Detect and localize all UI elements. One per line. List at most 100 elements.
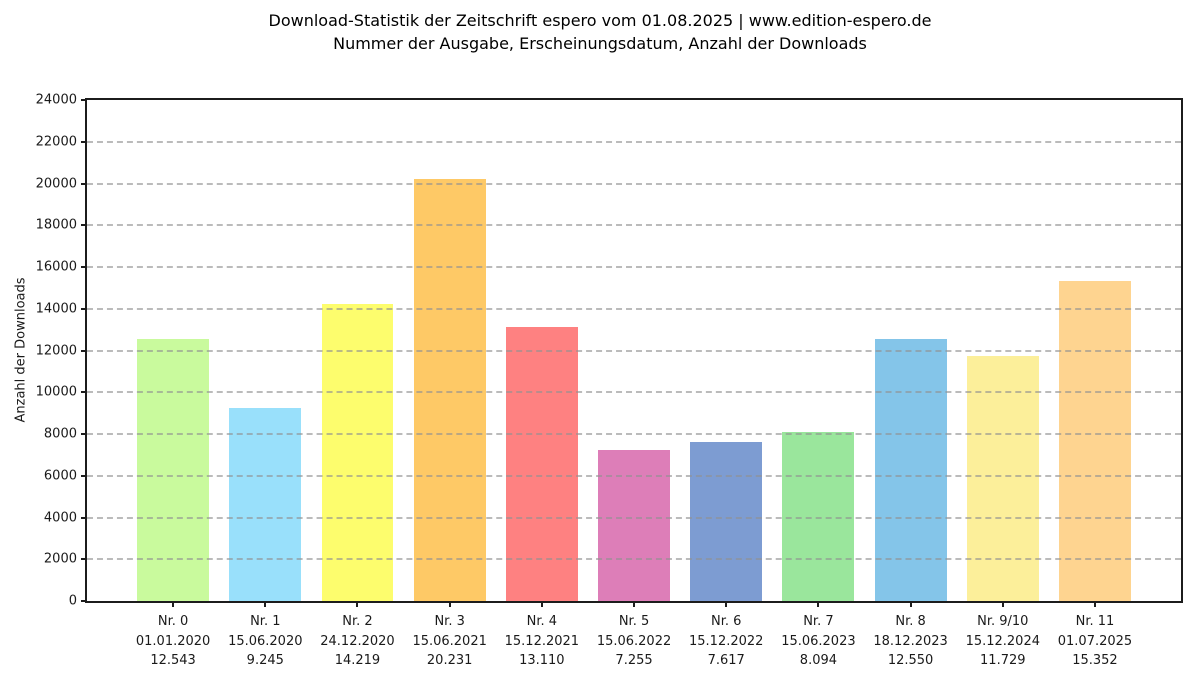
- issue-number: Nr. 6: [711, 614, 742, 629]
- issue-date: 24.12.2020: [320, 633, 395, 649]
- y-tick-label-24000: 24000: [35, 92, 77, 108]
- issue-number: Nr. 5: [618, 614, 650, 629]
- bar-slot: [496, 100, 588, 601]
- bar-Nr. 8: [874, 339, 947, 601]
- bar-slot: [1049, 100, 1141, 601]
- x-axis-labels: Nr. 0 01.01.2020 12.543 Nr. 1 15.06.2020 9.24…: [87, 612, 1181, 671]
- y-tick-label-8000: 8000: [43, 426, 77, 442]
- bar-slot: [311, 100, 403, 601]
- x-label-Nr. 5: Nr. 5 15.06.2022 7.255: [588, 612, 680, 671]
- y-axis-label: Anzahl der Downloads: [13, 277, 29, 423]
- x-tick-mark: [264, 601, 267, 607]
- bar-Nr. 7: [782, 432, 855, 601]
- bar-slot: [588, 100, 680, 601]
- x-tick-mark: [909, 601, 912, 607]
- x-label-Nr. 4: Nr. 4 15.12.2021 13.110: [496, 612, 588, 671]
- y-tick-mark: [81, 474, 87, 477]
- issue-date: 15.06.2020: [228, 633, 303, 649]
- plot-area: 0 2000 4000 6000 8000 10000 12000 14000 16000 180…: [36, 93, 1183, 668]
- y-tick-label-14000: 14000: [35, 301, 77, 317]
- y-tick-mark: [81, 307, 87, 310]
- download-count: 11.729: [980, 653, 1026, 668]
- bar-slot: [219, 100, 311, 601]
- issue-date: 15.06.2023: [781, 633, 856, 649]
- x-label-Nr. 11: Nr. 11 01.07.2025 15.352: [1049, 612, 1141, 671]
- issue-number: Nr. 4: [526, 614, 558, 629]
- download-count: 12.543: [150, 653, 196, 668]
- x-label-Nr. 2: Nr. 2 24.12.2020 14.219: [311, 612, 403, 671]
- y-tick-mark: [81, 600, 87, 602]
- y-tick-label-22000: 22000: [35, 134, 77, 150]
- x-label-Nr. 3: Nr. 3 15.06.2021 20.231: [404, 612, 496, 671]
- x-tick-mark: [725, 601, 728, 607]
- bar-Nr. 4: [505, 327, 578, 601]
- issue-number: Nr. 1: [250, 614, 281, 629]
- x-tick-mark: [817, 601, 820, 607]
- issue-number: Nr. 0: [157, 614, 189, 629]
- y-tick-mark: [81, 558, 87, 561]
- issue-number: Nr. 7: [803, 614, 834, 629]
- chart-title-line2: Nummer der Ausgabe, Erscheinungsdatum, A…: [333, 34, 867, 53]
- x-label-Nr. 0: Nr. 0 01.01.2020 12.543: [127, 612, 219, 671]
- download-count: 13.110: [519, 653, 565, 668]
- issue-number: Nr. 8: [895, 614, 926, 629]
- download-count: 9.245: [246, 653, 284, 668]
- y-tick-label-2000: 2000: [43, 551, 77, 567]
- bar-Nr. 5: [598, 449, 670, 601]
- y-tick-label-0: 0: [68, 593, 77, 609]
- x-tick-mark: [540, 601, 543, 607]
- y-tick-label-18000: 18000: [35, 217, 77, 233]
- x-tick-mark: [1001, 601, 1004, 607]
- x-tick-mark: [633, 601, 635, 607]
- issue-date: 15.12.2022: [689, 633, 764, 649]
- y-tick-mark: [81, 516, 87, 519]
- y-tick-label-6000: 6000: [43, 468, 77, 484]
- y-tick-mark: [81, 266, 87, 269]
- y-tick-mark: [81, 433, 87, 436]
- issue-number: Nr. 3: [434, 614, 465, 629]
- issue-date: 15.06.2021: [412, 633, 487, 649]
- bar-slot: [680, 100, 772, 601]
- bar-Nr. 6: [690, 442, 763, 601]
- x-label-Nr. 9/10: Nr. 9/10 15.12.2024 11.729: [957, 612, 1049, 671]
- issue-date: 01.01.2020: [135, 633, 211, 649]
- y-tick-label-12000: 12000: [35, 343, 77, 358]
- issue-date: 01.07.2025: [1057, 633, 1133, 649]
- issue-date: 18.12.2023: [873, 633, 948, 649]
- y-tick-label-4000: 4000: [43, 510, 77, 525]
- chart-title-line1: Download-Statistik der Zeitschrift esper…: [268, 11, 932, 30]
- issue-number: Nr. 2: [342, 614, 373, 629]
- bar-slot: [772, 100, 864, 601]
- bar-Nr. 2: [321, 304, 394, 601]
- bar-Nr. 11: [1059, 280, 1131, 601]
- bar-Nr. 3: [413, 178, 486, 601]
- bar-slot: [404, 100, 496, 601]
- y-tick-label-20000: 20000: [35, 176, 77, 191]
- issue-date: 15.12.2024: [965, 633, 1040, 649]
- issue-date: 15.06.2022: [596, 633, 672, 649]
- y-tick-label-10000: 10000: [35, 384, 77, 400]
- y-tick-mark: [81, 349, 87, 352]
- bar-slot: [957, 100, 1049, 601]
- y-tick-mark: [81, 99, 87, 101]
- y-tick-mark: [81, 182, 87, 185]
- chart-title: Download-Statistik der Zeitschrift esper…: [0, 9, 1200, 55]
- y-tick-label-16000: 16000: [35, 259, 77, 275]
- x-tick-mark: [356, 601, 359, 607]
- download-count: 20.231: [426, 653, 473, 668]
- x-tick-mark: [172, 601, 175, 607]
- y-tick-mark: [81, 391, 87, 394]
- issue-number: Nr. 9/10: [977, 614, 1029, 629]
- bar-slot: [865, 100, 957, 601]
- x-label-Nr. 1: Nr. 1 15.06.2020 9.245: [219, 612, 311, 671]
- bar-Nr. 9/10: [966, 356, 1039, 601]
- bar-series: [87, 100, 1181, 601]
- issue-number: Nr. 11: [1075, 614, 1115, 629]
- x-label-Nr. 7: Nr. 7 15.06.2023 8.094: [772, 612, 864, 671]
- x-label-Nr. 8: Nr. 8 18.12.2023 12.550: [865, 612, 957, 671]
- download-count: 7.255: [615, 653, 653, 668]
- download-count: 15.352: [1072, 653, 1118, 668]
- download-count: 14.219: [334, 653, 381, 668]
- bar-Nr. 1: [229, 408, 302, 601]
